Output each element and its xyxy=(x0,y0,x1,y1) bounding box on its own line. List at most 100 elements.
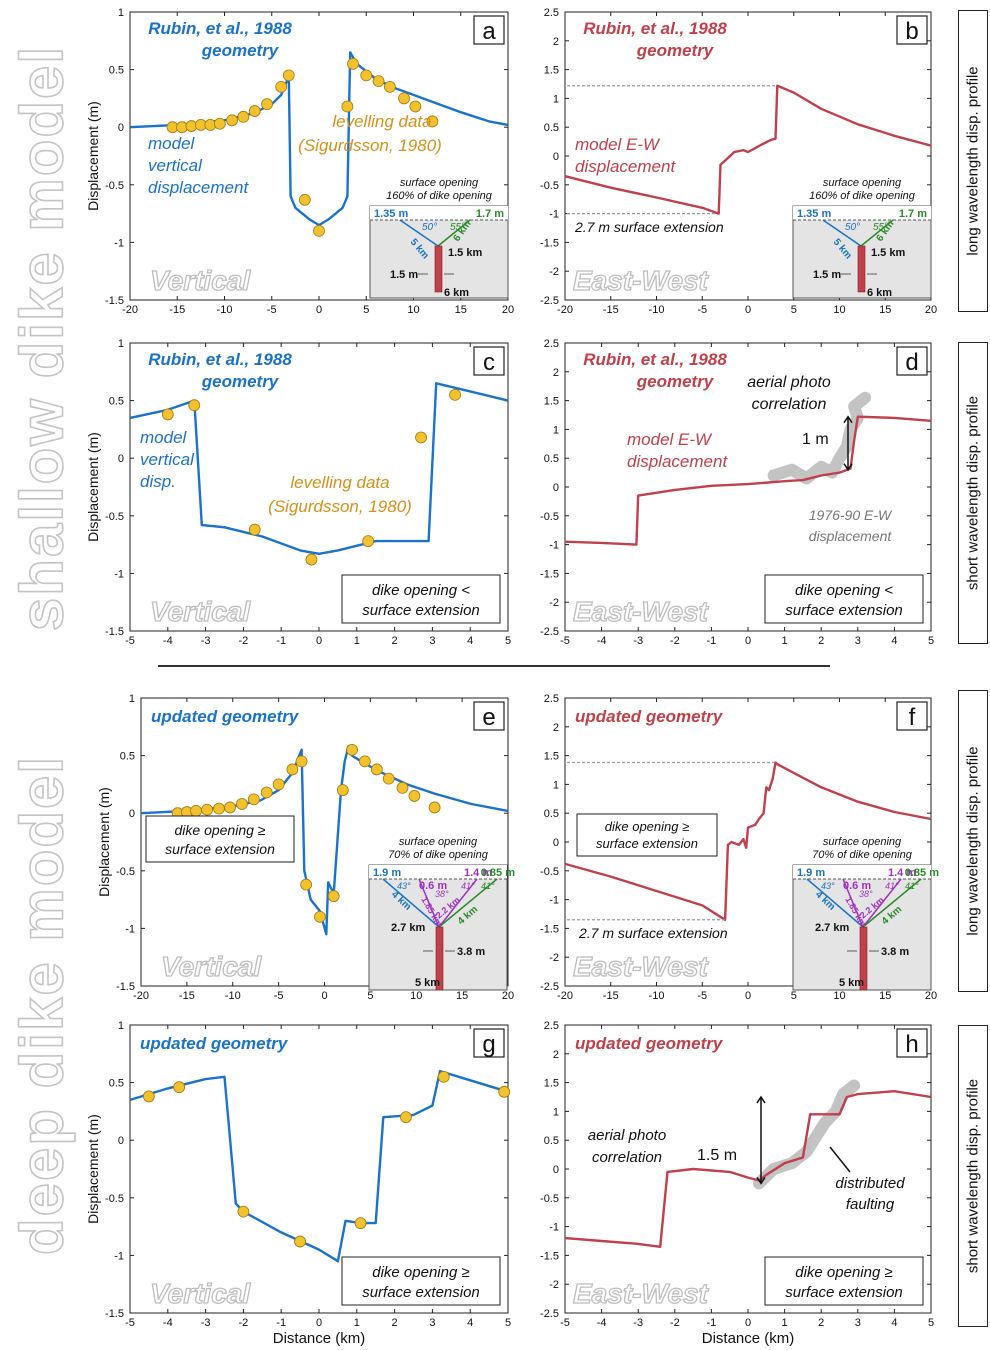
data-point xyxy=(295,755,308,768)
y-tick-label: 0.5 xyxy=(120,751,135,763)
data-point xyxy=(298,193,311,206)
y-tick-label: 0 xyxy=(118,122,124,134)
data-point xyxy=(498,1085,511,1098)
x-tick-label: -3 xyxy=(201,1317,211,1329)
data-point xyxy=(294,1235,307,1248)
y-tick-label: 0 xyxy=(129,808,135,820)
data-point xyxy=(248,523,261,536)
inset-fault-label: 0.6 m xyxy=(843,880,871,892)
x-tick-label: -4 xyxy=(597,635,607,647)
inset-fault-label: 1.7 m xyxy=(899,208,927,220)
faulting-annotation: faulting xyxy=(846,1196,895,1213)
inset-angle: 50° xyxy=(422,222,437,233)
inset-fault xyxy=(438,878,498,928)
inset-fault-label: 1.7 m xyxy=(476,208,504,220)
data-point xyxy=(398,92,410,105)
y-tick-label: -2.5 xyxy=(540,1308,559,1320)
comparison-text: dike opening ≥ xyxy=(605,819,689,834)
inset-fault xyxy=(842,878,864,928)
x-tick-label: -5 xyxy=(125,1317,135,1329)
y-tick-label: 0 xyxy=(553,1164,559,1176)
x-tick-label: 4 xyxy=(467,1317,473,1329)
y-axis-label: Displacement (m) xyxy=(96,787,112,897)
comparison-text: surface extension xyxy=(165,841,275,857)
chart-title: Rubin, et al., 1988 xyxy=(148,350,292,369)
inset-depth: 1.5 km xyxy=(448,247,482,259)
inset-caption: surface opening xyxy=(400,177,479,189)
x-tick-label: -4 xyxy=(163,1317,173,1329)
panel-label-box xyxy=(896,701,928,731)
x-tick-label: 3 xyxy=(855,635,861,647)
x-tick-label: -1 xyxy=(707,635,717,647)
panel-label: e xyxy=(482,704,495,731)
data-point xyxy=(358,755,371,768)
row-label-c-d: short wavelength disp. profile xyxy=(958,342,988,644)
inset-caption: 160% of dike opening xyxy=(386,190,493,202)
data-point xyxy=(173,1081,186,1094)
data-point xyxy=(400,1111,412,1124)
component-watermark: Vertical xyxy=(150,265,251,296)
x-tick-label: 4 xyxy=(467,635,473,647)
y-tick-label: -1 xyxy=(114,1250,124,1262)
x-tick-label: 5 xyxy=(505,1317,511,1329)
y-tick-label: -0.5 xyxy=(116,866,135,878)
y-tick-label: -0.5 xyxy=(105,180,124,192)
inset-opening: 3.8 m xyxy=(881,946,909,958)
y-axis-label: Displacement (m) xyxy=(85,432,101,542)
model-line xyxy=(564,761,932,921)
data-point xyxy=(382,772,395,785)
comparison-text: dike opening ≥ xyxy=(795,1264,892,1281)
x-tick-label: 0 xyxy=(316,304,322,316)
data-point xyxy=(428,801,441,814)
series-annotation: model E-W xyxy=(575,135,661,154)
y-tick-label: 2 xyxy=(553,1049,559,1061)
inset-angle: 41° xyxy=(905,881,919,891)
x-tick-label: 1 xyxy=(782,1317,788,1329)
series-annotation: vertical xyxy=(148,156,203,175)
data-point xyxy=(142,1090,155,1103)
inset-angle: 43° xyxy=(397,881,411,891)
chart-title: geometry xyxy=(201,41,280,60)
y-tick-label: 1 xyxy=(553,1106,559,1118)
x-tick-label: 5 xyxy=(928,1317,934,1329)
data-point xyxy=(360,69,373,82)
inset-caption: 160% of dike opening xyxy=(809,190,916,202)
y-tick-label: -0.5 xyxy=(105,511,124,523)
data-point xyxy=(236,798,248,810)
x-tick-label: 1 xyxy=(354,635,360,647)
chart-title: geometry xyxy=(636,41,715,60)
offset-annotation: 1.5 m xyxy=(697,1147,737,1164)
x-tick-label: -1 xyxy=(276,1317,286,1329)
inset-angle: 38° xyxy=(859,889,873,899)
inset-fault xyxy=(806,878,864,928)
x-tick-label: 2 xyxy=(818,1317,824,1329)
chart-title: Rubin, et al., 1988 xyxy=(583,19,727,38)
observed-annotation: displacement xyxy=(809,528,893,544)
comparison-text: surface extension xyxy=(785,1284,903,1301)
offset-arrow xyxy=(843,415,853,472)
inset-fault xyxy=(438,878,478,928)
component-watermark: Vertical xyxy=(161,951,262,982)
inset-angle: 55° xyxy=(873,222,888,233)
panel-label-box xyxy=(473,15,505,45)
component-watermark: East-West xyxy=(573,951,710,982)
y-tick-label: 1 xyxy=(553,424,559,436)
points-annotation: levelling data xyxy=(332,112,431,131)
x-tick-label: 20 xyxy=(502,990,514,1002)
y-tick-label: 2 xyxy=(553,36,559,48)
faulting-arrow xyxy=(829,1146,851,1173)
component-watermark: Vertical xyxy=(150,596,251,627)
data-point xyxy=(449,388,461,401)
x-tick-label: -2 xyxy=(670,635,680,647)
deep-dike-model-label: deep dike model xyxy=(8,754,77,1256)
y-tick-label: 1 xyxy=(118,338,124,350)
x-tick-label: -20 xyxy=(557,304,573,316)
model-line xyxy=(129,1069,509,1263)
comparison-box xyxy=(576,813,718,857)
series-annotation: model xyxy=(140,428,188,447)
x-tick-label: 3 xyxy=(429,1317,435,1329)
inset-caption: surface opening xyxy=(823,177,902,189)
inset-angle: 41° xyxy=(885,881,899,891)
data-point xyxy=(370,763,383,776)
data-point xyxy=(248,105,261,117)
